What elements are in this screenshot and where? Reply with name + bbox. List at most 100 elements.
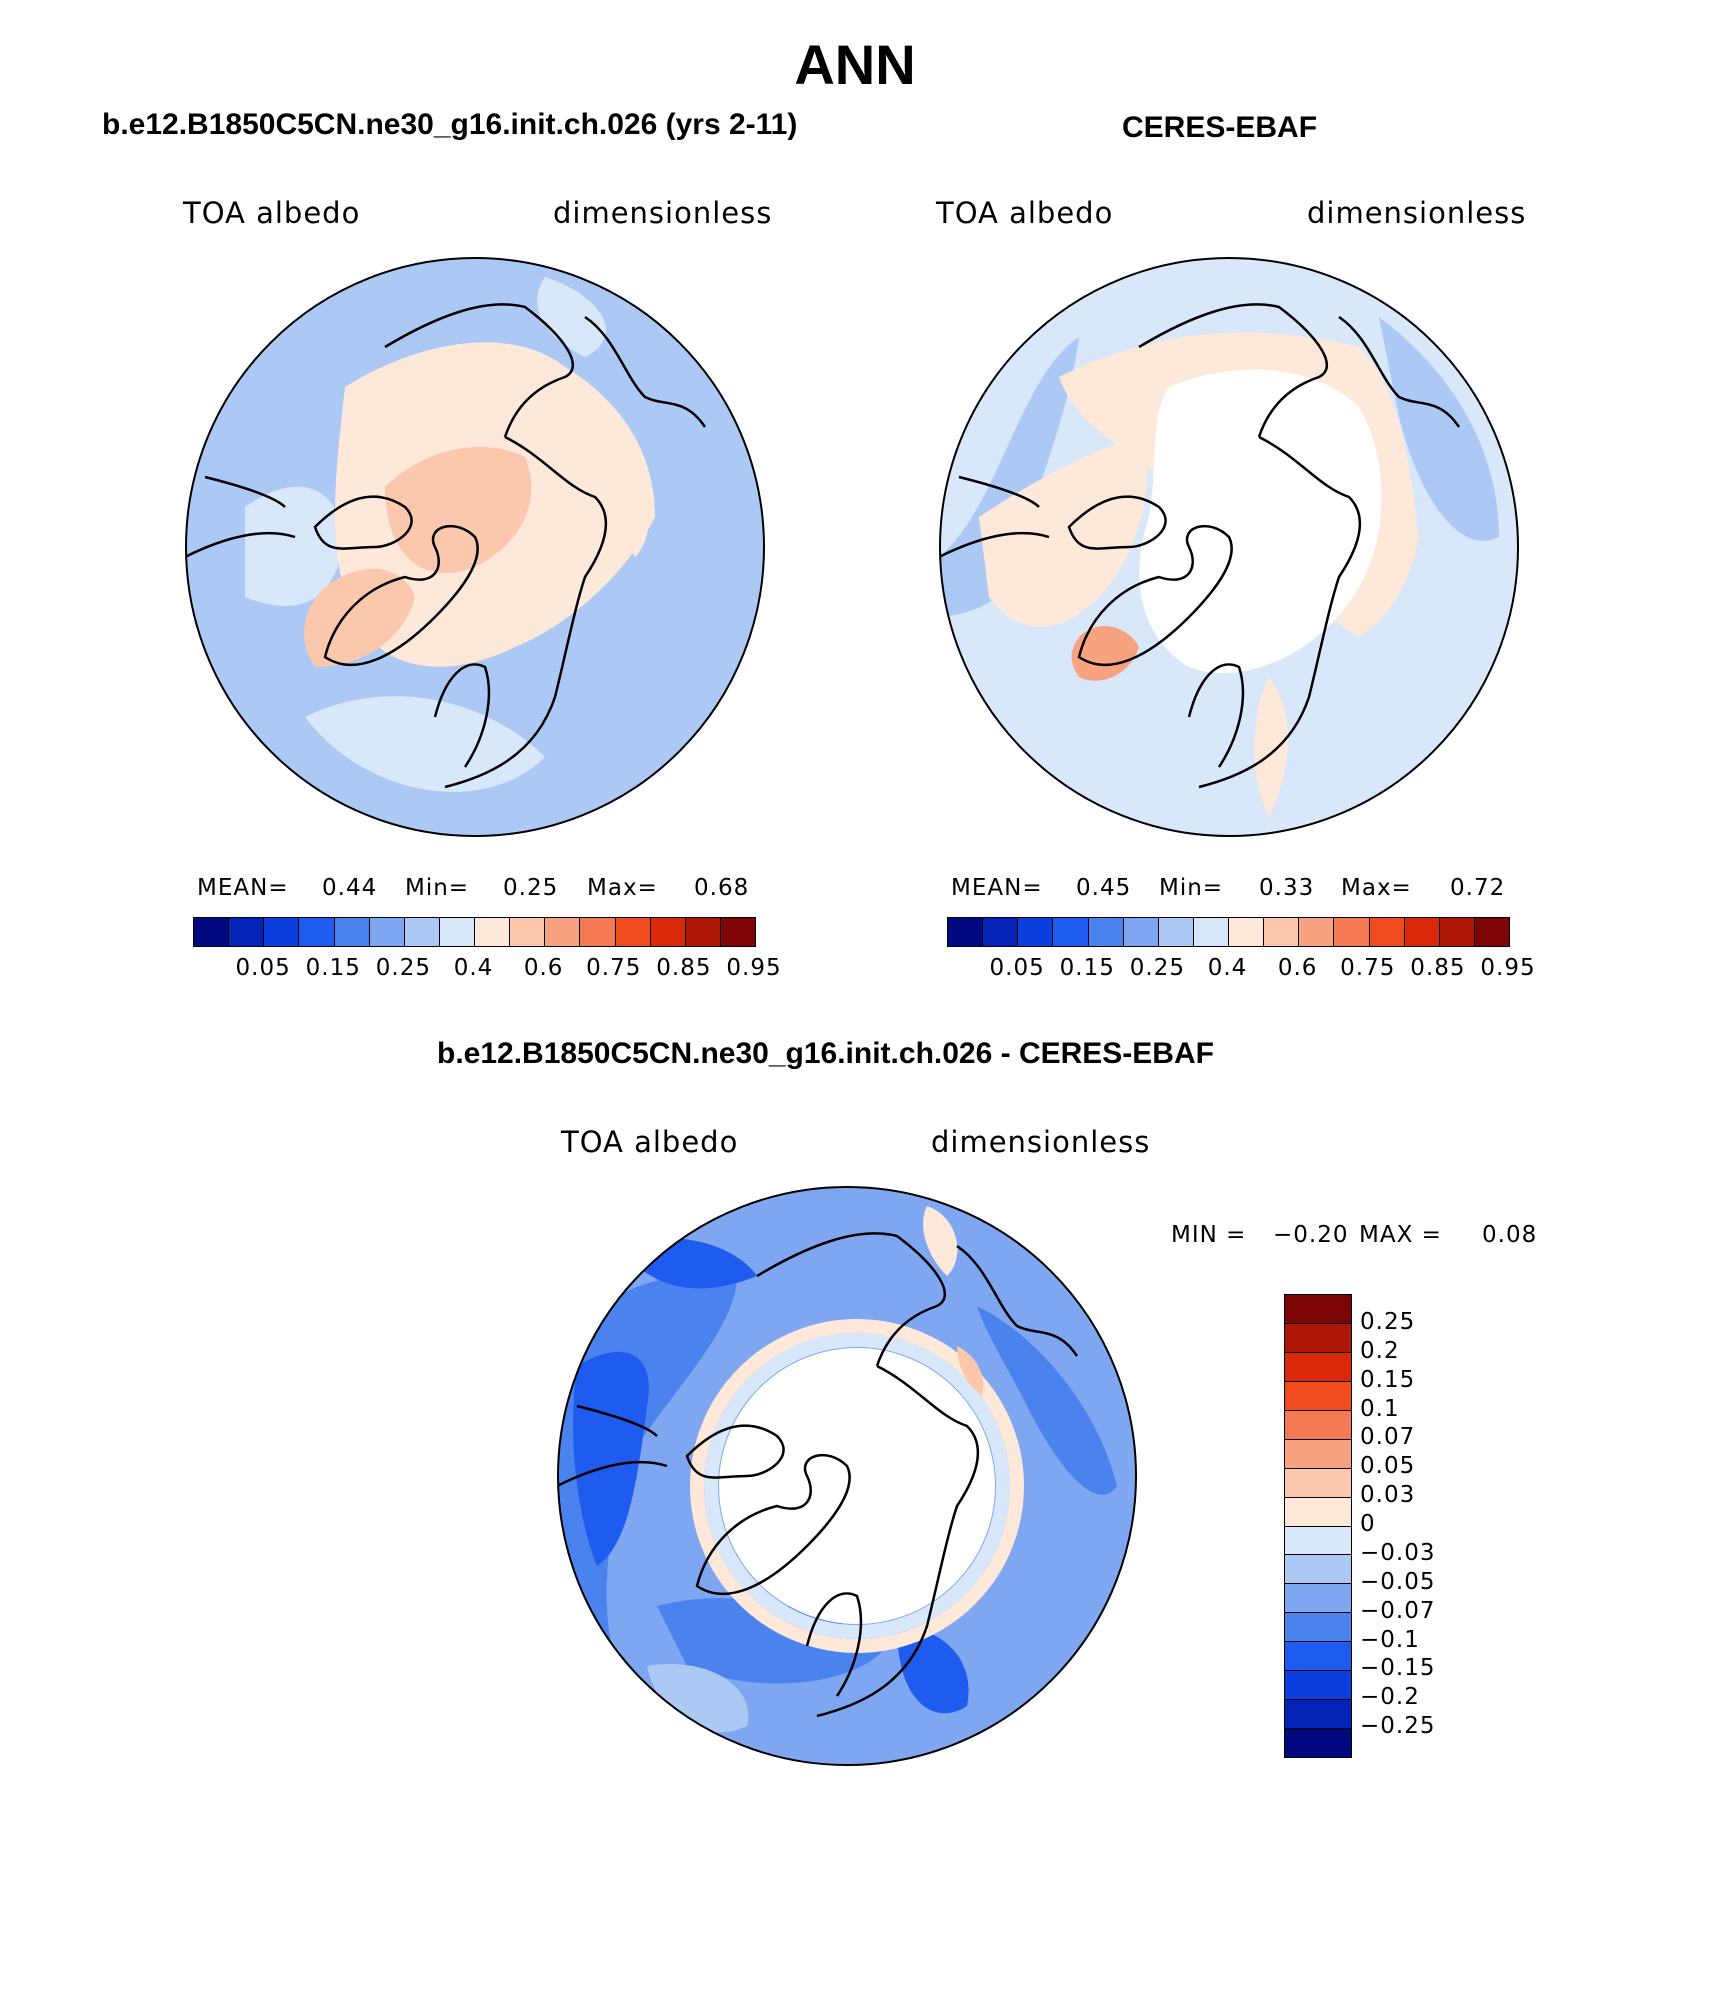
coastline-scandinavia: [805, 1592, 863, 1697]
colorbar-swatch: [404, 918, 440, 946]
map-region-pale-orange: [923, 1206, 958, 1276]
coastline-greenland: [695, 1453, 851, 1596]
panel3-difference-map: [557, 1186, 1137, 1766]
map-region-deep-blue: [573, 1351, 649, 1566]
colorbar-tick-label: −0.07: [1360, 1597, 1436, 1624]
colorbar-swatch: [1334, 918, 1370, 946]
map-region-pale-orange: [979, 437, 1147, 627]
colorbar-tick-label: 0.15: [1059, 955, 1115, 981]
coastline-alaska: [956, 1244, 1079, 1357]
map-region-strong-blue: [977, 1306, 1117, 1495]
colorbar-swatch: [1285, 1642, 1351, 1672]
coastline-eurasia: [384, 303, 608, 789]
coastline-scandinavia: [1187, 663, 1245, 768]
panel1-min-value: 0.25: [503, 875, 559, 901]
coastline-archipelago: [685, 1424, 785, 1479]
coastline-alaska: [1338, 315, 1461, 428]
colorbar-swatch: [1299, 918, 1335, 946]
colorbar-swatch: [1285, 1526, 1351, 1556]
panel3-min-value: −0.20: [1273, 1222, 1349, 1248]
colorbar-swatch: [1439, 918, 1475, 946]
colorbar-swatch: [1285, 1381, 1351, 1411]
coastline-north-america: [558, 1404, 668, 1488]
panel3-max-label: MAX =: [1359, 1222, 1442, 1248]
map-ring-light-blue: [704, 1333, 1010, 1639]
panel2-polar-map: [939, 257, 1519, 837]
map-region-pale-orange: [618, 457, 649, 557]
colorbar-swatch: [299, 918, 335, 946]
colorbar-swatch: [720, 918, 755, 946]
colorbar-tick-label: −0.05: [1360, 1568, 1436, 1595]
panel1-max-label: Max=: [587, 875, 658, 901]
colorbar-swatch: [229, 918, 265, 946]
panel3-max-value: 0.08: [1482, 1222, 1538, 1248]
panel1-mean-label: MEAN=: [197, 875, 289, 901]
map-region-light-blue: [647, 1664, 749, 1733]
colorbar-tick-label: 0.1: [1360, 1395, 1400, 1422]
colorbar-tick-label: 0.03: [1360, 1482, 1416, 1509]
colorbar-tick-label: 0.95: [726, 955, 782, 981]
colorbar-tick-label: 0.05: [235, 955, 291, 981]
colorbar-swatch: [439, 918, 475, 946]
colorbar-swatch: [1404, 918, 1440, 946]
colorbar-swatch: [1285, 1584, 1351, 1614]
colorbar-swatch: [1285, 1352, 1351, 1382]
map-region-orange: [957, 1346, 984, 1396]
colorbar-tick-label: 0.4: [1207, 955, 1248, 981]
coastline-greenland: [1077, 524, 1233, 667]
panel2-min-value: 0.33: [1259, 875, 1315, 901]
coastline-alaska: [584, 315, 707, 428]
panel3-variable: TOA albedo: [561, 1125, 739, 1159]
colorbar-tick-label: −0.03: [1360, 1539, 1436, 1566]
colorbar-swatch: [1285, 1671, 1351, 1701]
panel1-case-title: b.e12.B1850C5CN.ne30_g16.init.ch.026 (yr…: [102, 108, 798, 141]
colorbar-swatch: [1088, 918, 1124, 946]
colorbar-swatch: [1123, 918, 1159, 946]
colorbar-swatch: [334, 918, 370, 946]
coastline-archipelago: [313, 495, 413, 550]
map-region-missing-data: [1139, 369, 1382, 674]
colorbar-tick-label: −0.25: [1360, 1713, 1436, 1740]
panel1-variable: TOA albedo: [183, 196, 361, 230]
panel3-min-label: MIN =: [1171, 1222, 1247, 1248]
colorbar-swatch: [1285, 1555, 1351, 1585]
colorbar-swatch: [580, 918, 616, 946]
map-region-missing-data: [719, 1348, 995, 1624]
colorbar-swatch: [1285, 1700, 1351, 1730]
coastline-north-america: [186, 475, 296, 559]
map-region-deep-blue: [897, 1626, 969, 1714]
colorbar-swatch: [1285, 1439, 1351, 1469]
colorbar-swatch: [1285, 1729, 1351, 1757]
panel2-max-value: 0.72: [1450, 875, 1506, 901]
colorbar-swatch: [1285, 1468, 1351, 1498]
colorbar-tick-label: 0.6: [523, 955, 564, 981]
panel1-colorbar: [193, 917, 756, 947]
panel2-case-title: CERES-EBAF: [1122, 111, 1318, 144]
panel1-max-value: 0.68: [694, 875, 750, 901]
colorbar-swatch: [1285, 1613, 1351, 1643]
colorbar-tick-label: 0.05: [989, 955, 1045, 981]
figure-title: ANN: [794, 33, 916, 96]
colorbar-tick-label: 0.85: [1410, 955, 1466, 981]
colorbar-swatch: [650, 918, 686, 946]
panel2-mean-label: MEAN=: [951, 875, 1043, 901]
colorbar-swatch: [1285, 1497, 1351, 1527]
colorbar-tick-label: 0.15: [305, 955, 361, 981]
panel2-mean-value: 0.45: [1076, 875, 1132, 901]
colorbar-tick-label: 0.25: [1360, 1308, 1416, 1335]
coastline-eurasia: [1138, 303, 1362, 789]
colorbar-tick-label: 0.05: [1360, 1453, 1416, 1480]
colorbar-tick-label: 0: [1360, 1511, 1376, 1537]
colorbar-swatch: [1158, 918, 1194, 946]
panel3-units: dimensionless: [931, 1125, 1151, 1159]
colorbar-swatch: [1229, 918, 1265, 946]
coastline-eurasia: [756, 1232, 980, 1718]
colorbar-swatch: [948, 918, 984, 946]
colorbar-swatch: [264, 918, 300, 946]
colorbar-swatch: [510, 918, 546, 946]
colorbar-swatch: [475, 918, 511, 946]
panel1-mean-value: 0.44: [322, 875, 378, 901]
coastline-archipelago: [1067, 495, 1167, 550]
panel2-variable: TOA albedo: [936, 196, 1114, 230]
panel3-case-title: b.e12.B1850C5CN.ne30_g16.init.ch.026 - C…: [437, 1037, 1214, 1070]
